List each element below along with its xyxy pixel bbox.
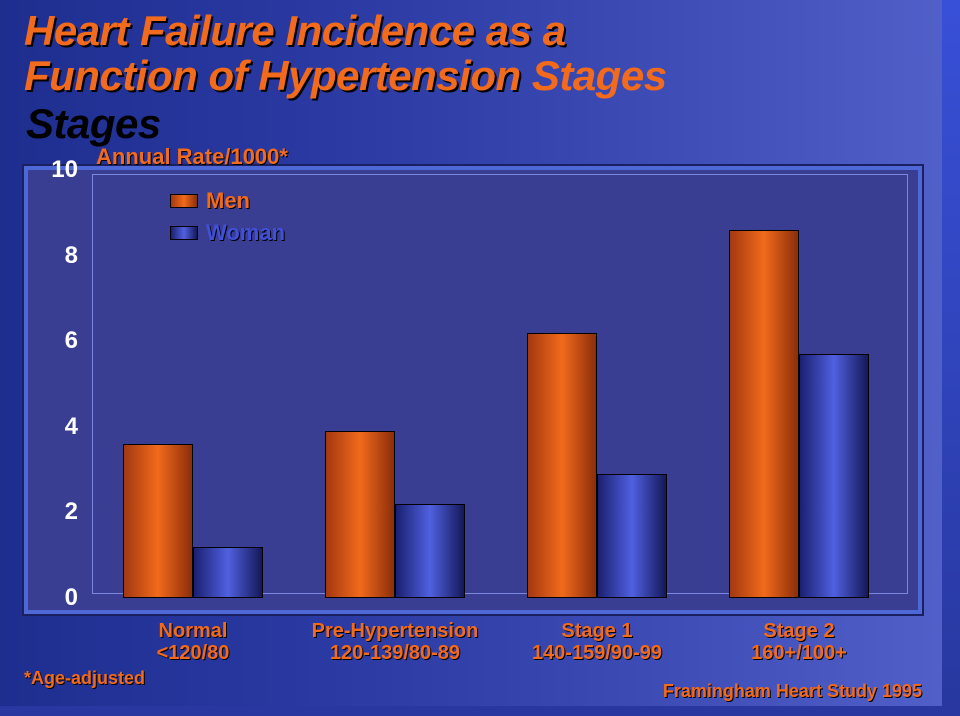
x-tick-label: Pre-Hypertension120-139/80-89Pre-Hyperte… <box>294 620 496 664</box>
x-tick-label: Stage 2160+/100+Stage 2160+/100+ <box>698 620 900 664</box>
bar <box>597 474 667 598</box>
y-tick: 0 <box>42 584 78 612</box>
bar <box>799 354 869 598</box>
x-tick-label: Stage 1140-159/90-99Stage 1140-159/90-99 <box>496 620 698 664</box>
bar <box>527 333 597 598</box>
bar <box>193 547 263 598</box>
bar <box>325 431 395 598</box>
x-axis-labels: Normal<120/80Normal<120/80Pre-Hypertensi… <box>92 620 900 664</box>
title-line-1: Heart Failure Incidence as a <box>24 7 566 54</box>
footnote: *Age-adjusted *Age-adjusted <box>24 668 145 689</box>
bar <box>395 504 465 598</box>
citation: Framingham Heart Study 1995 Framingham H… <box>663 681 922 702</box>
y-tick: 6 <box>42 327 78 355</box>
title-line-2: Function of Hypertension Stages <box>24 52 667 99</box>
plot-area <box>92 170 900 598</box>
bar <box>123 444 193 598</box>
bar <box>729 230 799 598</box>
y-tick: 8 <box>42 242 78 270</box>
x-tick-label: Normal<120/80Normal<120/80 <box>92 620 294 664</box>
y-tick: 4 <box>42 413 78 441</box>
y-tick: 10 <box>42 156 78 184</box>
slide: Heart Failure Incidence as a Function of… <box>0 0 960 716</box>
y-axis-title: Annual Rate/1000* Annual Rate/1000* <box>96 144 288 170</box>
slide-title: Heart Failure Incidence as a Function of… <box>24 8 667 99</box>
y-tick: 2 <box>42 498 78 526</box>
